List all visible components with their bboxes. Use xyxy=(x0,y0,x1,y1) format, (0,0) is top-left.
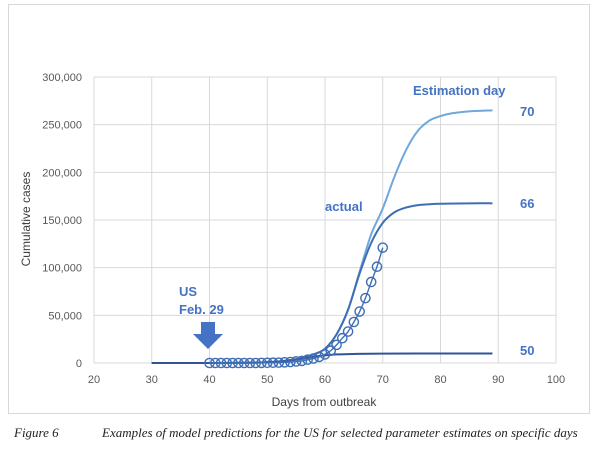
series-label-66: 66 xyxy=(520,196,534,211)
actual-point xyxy=(296,355,308,367)
estimation-day-label: Estimation day xyxy=(413,83,506,98)
caption-label: Figure 6 xyxy=(14,425,59,440)
gridlines xyxy=(93,76,557,364)
x-tick-label: 50 xyxy=(261,374,273,386)
actual-point xyxy=(204,357,215,369)
actual-point xyxy=(209,357,221,369)
actual-markers xyxy=(204,242,389,369)
actual-point xyxy=(233,357,244,369)
arrow-down-icon xyxy=(193,322,223,349)
date-label: Feb. 29 xyxy=(179,302,224,317)
caption-text: Examples of model predictions for the US… xyxy=(102,425,578,440)
y-tick-label: 200,000 xyxy=(42,167,82,179)
x-axis-title: Days from outbreak xyxy=(272,395,378,409)
x-tick-label: 60 xyxy=(319,374,331,386)
actual-point xyxy=(337,332,348,344)
y-tick-label: 150,000 xyxy=(42,215,82,227)
axes: 20 30 40 50 60 70 80 90 100 0 50,000 100,000 150,000… xyxy=(42,72,565,386)
x-tick-label: 30 xyxy=(146,374,158,386)
actual-point xyxy=(285,356,296,368)
actual-point xyxy=(331,339,342,351)
y-tick-label: 0 xyxy=(76,358,82,370)
actual-point xyxy=(238,357,250,369)
actual-point xyxy=(354,306,365,317)
series-line-actual xyxy=(209,247,384,364)
series-label-50: 50 xyxy=(520,343,534,358)
actual-point xyxy=(279,357,290,368)
actual-label: actual xyxy=(325,199,363,214)
actual-point xyxy=(250,357,261,369)
y-tick-label: 250,000 xyxy=(42,120,82,132)
actual-point xyxy=(261,357,273,369)
y-tick-label: 300,000 xyxy=(42,72,82,84)
actual-point xyxy=(348,316,360,328)
x-tick-label: 100 xyxy=(547,374,565,386)
x-tick-label: 80 xyxy=(434,374,446,386)
actual-point xyxy=(290,356,302,367)
actual-point xyxy=(325,345,337,356)
us-label: US xyxy=(179,284,197,299)
actual-point xyxy=(244,357,256,369)
actual-point xyxy=(360,292,371,304)
y-axis-title: Cumulative cases xyxy=(19,172,33,267)
x-tick-label: 90 xyxy=(492,374,504,386)
actual-point xyxy=(342,326,354,337)
y-tick-label: 100,000 xyxy=(42,263,82,275)
actual-point xyxy=(371,261,383,273)
actual-point xyxy=(377,242,389,253)
actual-point xyxy=(215,357,227,369)
actual-point xyxy=(273,357,285,368)
actual-point xyxy=(308,353,319,364)
actual-point xyxy=(227,357,238,369)
actual-point xyxy=(302,354,313,365)
x-tick-label: 20 xyxy=(88,374,100,386)
chart-svg: 20 30 40 50 60 70 80 90 100 0 50,000 100,000 150,000… xyxy=(19,72,565,409)
chart-frame xyxy=(8,4,590,414)
x-tick-label: 40 xyxy=(203,374,215,386)
x-tick-label: 70 xyxy=(377,374,389,386)
actual-point xyxy=(221,357,233,369)
actual-point xyxy=(365,276,377,288)
actual-point xyxy=(256,357,267,369)
actual-point xyxy=(267,357,279,369)
series-label-70: 70 xyxy=(520,104,534,119)
y-tick-label: 50,000 xyxy=(48,310,82,322)
actual-point xyxy=(313,351,325,363)
